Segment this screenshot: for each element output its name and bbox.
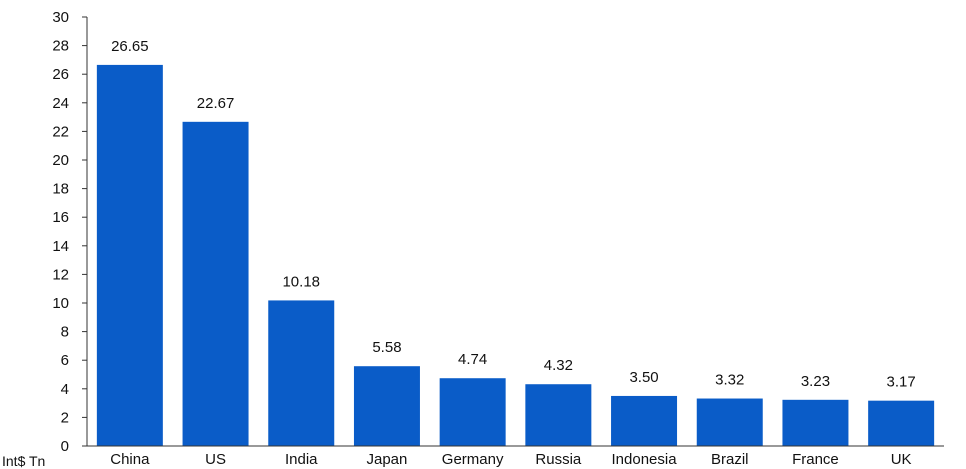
x-tick-label: Germany <box>442 451 504 468</box>
bar <box>611 395 678 446</box>
y-tick-label: 10 <box>52 295 69 312</box>
y-tick-label: 14 <box>52 238 69 255</box>
bar <box>696 398 763 446</box>
y-tick-label: 8 <box>61 324 69 341</box>
y-tick-label: 4 <box>61 381 69 398</box>
data-label: 5.58 <box>372 339 401 356</box>
y-tick-label: 0 <box>61 438 69 455</box>
data-label: 10.18 <box>282 273 320 290</box>
bar <box>525 384 592 446</box>
x-tick-label: UK <box>891 451 912 468</box>
y-tick-label: 16 <box>52 209 69 226</box>
x-tick-label: France <box>792 451 839 468</box>
bar <box>182 121 249 446</box>
bars <box>96 64 935 446</box>
data-label: 4.32 <box>544 357 573 374</box>
x-tick-label: US <box>205 451 226 468</box>
x-tick-label: India <box>285 451 318 468</box>
data-label: 22.67 <box>197 95 235 112</box>
bar <box>96 64 163 446</box>
data-label: 26.65 <box>111 38 149 55</box>
y-tick-label: 30 <box>52 9 69 26</box>
data-label: 3.50 <box>629 369 658 386</box>
y-axis-unit-label: Int$ Tn <box>2 453 45 469</box>
x-tick-label: Japan <box>367 451 408 468</box>
data-label: 4.74 <box>458 351 487 368</box>
x-tick-label: Indonesia <box>612 451 678 468</box>
x-tick-label: Russia <box>535 451 582 468</box>
y-tick-label: 6 <box>61 352 69 369</box>
data-label: 3.17 <box>887 374 916 391</box>
x-axis: China US India Japan Germany Russia Indonesia B… <box>87 445 944 468</box>
y-tick-label: 24 <box>52 95 69 112</box>
data-label: 3.23 <box>801 373 830 390</box>
y-tick-label: 28 <box>52 38 69 55</box>
bar <box>439 378 506 446</box>
x-tick-label: China <box>110 451 150 468</box>
bar <box>353 366 420 446</box>
x-tick-label: Brazil <box>711 451 749 468</box>
y-tick-label: 2 <box>61 409 69 426</box>
y-tick-label: 12 <box>52 266 69 283</box>
bar <box>782 399 849 446</box>
data-label: 3.32 <box>715 372 744 389</box>
data-labels: 26.65 22.67 10.18 5.58 4.74 4.32 3.50 3.32 3.23 3… <box>111 38 916 391</box>
y-tick-label: 20 <box>52 152 69 169</box>
bar <box>268 300 335 446</box>
y-tick-label: 26 <box>52 66 69 83</box>
bar <box>868 400 935 446</box>
y-tick-label: 18 <box>52 181 69 198</box>
y-tick-label: 22 <box>52 123 69 140</box>
